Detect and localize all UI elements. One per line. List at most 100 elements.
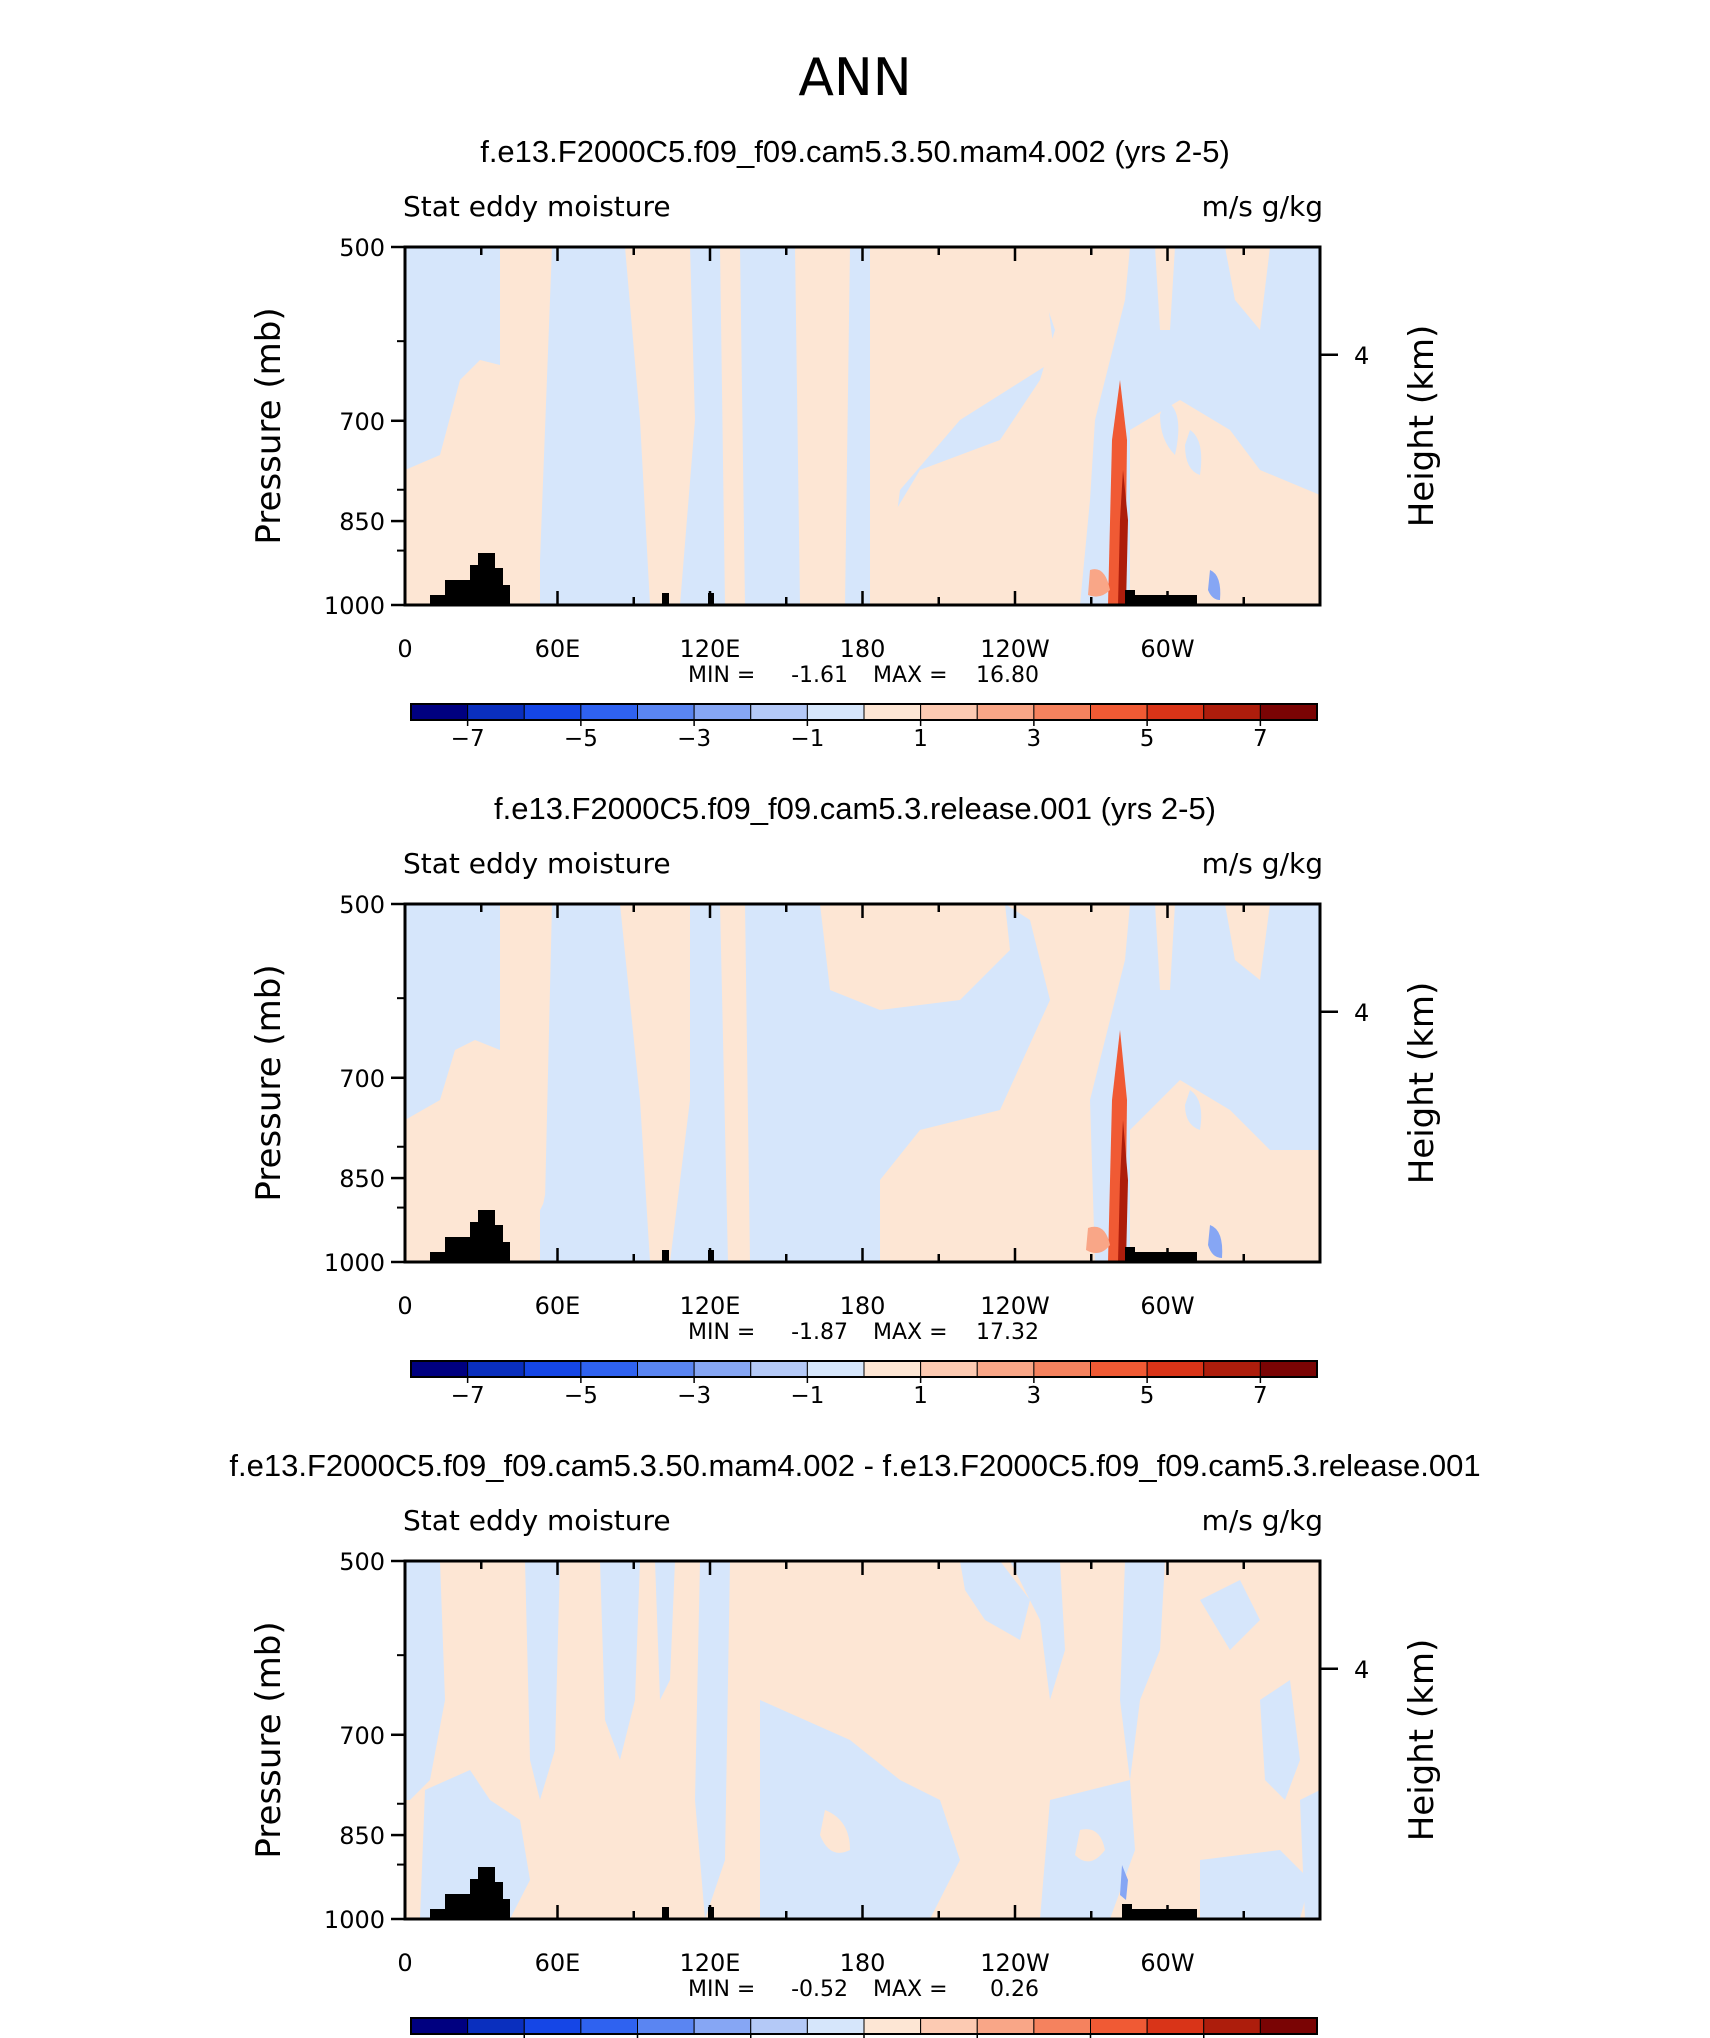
plot-area [403, 245, 1322, 607]
colorbar: −7 −5 −3 −1 1 3 5 7 [410, 1360, 1318, 1409]
colorbar-swatch [750, 2017, 808, 2035]
y2-axis-title: Height (km) [1402, 325, 1442, 528]
x-tick-label: 180 [840, 1949, 886, 1977]
colorbar-swatch [1146, 1360, 1205, 1378]
panel-title: f.e13.F2000C5.f09_f09.cam5.3.50.mam4.002… [480, 134, 1230, 169]
colorbar-swatch [467, 2017, 525, 2035]
colorbar-swatch [976, 703, 1035, 721]
x-tick-label: 120W [980, 1949, 1050, 1977]
x-tick-label: 180 [840, 635, 886, 663]
colorbar-swatch [523, 1360, 582, 1378]
colorbar-label: −7 [451, 726, 485, 752]
colorbar: −1.8−1.2−0.600.61.21.8 [410, 2017, 1318, 2038]
panel-title: f.e13.F2000C5.f09_f09.cam5.3.50.mam4.002… [229, 1448, 1480, 1483]
y-tick-label: 850 [339, 1822, 385, 1850]
colorbar-label: 7 [1253, 1383, 1268, 1409]
units-label: m/s g/kg [1202, 190, 1323, 223]
y-tick-label: 850 [339, 508, 385, 536]
colorbar-label: 3 [1027, 726, 1042, 752]
colorbar-swatch [580, 703, 638, 721]
colorbar: −7 −5 −3 −1 1 3 5 7 [410, 703, 1318, 752]
colorbar-swatch [976, 1360, 1035, 1378]
colorbar-swatch [863, 2017, 922, 2035]
panel-3: f.e13.F2000C5.f09_f09.cam5.3.50.mam4.002… [229, 1448, 1481, 2038]
colorbar-label: −5 [564, 726, 598, 752]
colorbar-swatch [467, 703, 525, 721]
y-axis-title: Pressure (mb) [249, 307, 289, 544]
y-tick-label: 500 [339, 234, 385, 262]
colorbar-label: 7 [1253, 726, 1268, 752]
y-axis-title: Pressure (mb) [249, 964, 289, 1201]
colorbar-frame [410, 1360, 1318, 1378]
x-tick-label: 120W [980, 1292, 1050, 1320]
x-tick-label: 120E [680, 1292, 741, 1320]
colorbar-swatch [863, 703, 922, 721]
panel-2: f.e13.F2000C5.f09_f09.cam5.3.release.001… [249, 791, 1442, 1409]
colorbar-label: 3 [1027, 1383, 1042, 1409]
colorbar-swatch [637, 2017, 695, 2035]
colorbar-swatch [1090, 2017, 1148, 2035]
max-label: MAX = [873, 1320, 948, 1345]
x-tick-label: 120E [680, 1949, 741, 1977]
positive-regions [405, 904, 1320, 1262]
y2-axis-title: Height (km) [1402, 1639, 1442, 1842]
colorbar-swatch [920, 2017, 978, 2035]
negative-regions [405, 1561, 1320, 1919]
y2-tick-label: 4 [1354, 999, 1369, 1027]
max-label: MAX = [873, 1977, 948, 2002]
negative-regions [540, 1090, 1202, 1224]
colorbar-swatch [863, 1360, 922, 1378]
x-tick-label: 120W [980, 635, 1050, 663]
panel-1: f.e13.F2000C5.f09_f09.cam5.3.50.mam4.002… [249, 134, 1442, 752]
y-tick-label: 1000 [324, 1906, 385, 1934]
y-tick-label: 700 [339, 1722, 385, 1750]
axes: 0 60E 120E 180 120W 60W 500 700 850 1000 4 Pressure… [249, 234, 1442, 663]
colorbar-label: 1 [913, 1383, 928, 1409]
colorbar-swatch [693, 1360, 752, 1378]
page-title: ANN [798, 48, 911, 108]
colorbar-label: −1 [790, 726, 824, 752]
colorbar-label: 1 [913, 726, 928, 752]
min-value: -1.87 [791, 1320, 848, 1345]
y-tick-label: 700 [339, 408, 385, 436]
x-tick-label: 0 [397, 635, 412, 663]
colorbar-swatch [1146, 703, 1205, 721]
x-tick-label: 180 [840, 1292, 886, 1320]
left-label: Stat eddy moisture [403, 190, 671, 223]
x-tick-label: 0 [397, 1949, 412, 1977]
colorbar-swatch [580, 2017, 638, 2035]
min-label: MIN = [688, 1320, 755, 1345]
x-tick-label: 120E [680, 635, 741, 663]
y-tick-label: 1000 [324, 592, 385, 620]
colorbar-swatch [523, 703, 582, 721]
colorbar-swatch [410, 703, 469, 721]
colorbar-swatch [467, 1360, 525, 1378]
y-tick-label: 1000 [324, 1249, 385, 1277]
colorbar-swatch [580, 1360, 638, 1378]
colorbar-label: 5 [1140, 726, 1155, 752]
colorbar-swatch [1146, 2017, 1205, 2035]
negative-regions [540, 400, 1202, 574]
colorbar-swatch [410, 2017, 469, 2035]
colorbar-swatch [693, 703, 752, 721]
y-axis-title: Pressure (mb) [249, 1621, 289, 1858]
colorbar-swatch [806, 2017, 865, 2035]
plot-area [403, 902, 1322, 1264]
colorbar-swatch [410, 1360, 469, 1378]
plot-area [403, 1559, 1322, 1921]
colorbar-swatch [1033, 703, 1091, 721]
colorbar-label: −1 [790, 1383, 824, 1409]
y2-tick-label: 4 [1354, 1656, 1369, 1684]
colorbar-label: −7 [451, 1383, 485, 1409]
min-value: -0.52 [791, 1977, 848, 2002]
colorbar-frame [410, 703, 1318, 721]
y-tick-label: 700 [339, 1065, 385, 1093]
colorbar-swatch [693, 2017, 752, 2035]
units-label: m/s g/kg [1202, 847, 1323, 880]
positive-regions [820, 1810, 1105, 1862]
x-tick-label: 60E [535, 1949, 581, 1977]
colorbar-swatch [920, 1360, 978, 1378]
min-label: MIN = [688, 663, 755, 688]
min-label: MIN = [688, 1977, 755, 2002]
extreme-regions [1086, 1030, 1223, 1262]
